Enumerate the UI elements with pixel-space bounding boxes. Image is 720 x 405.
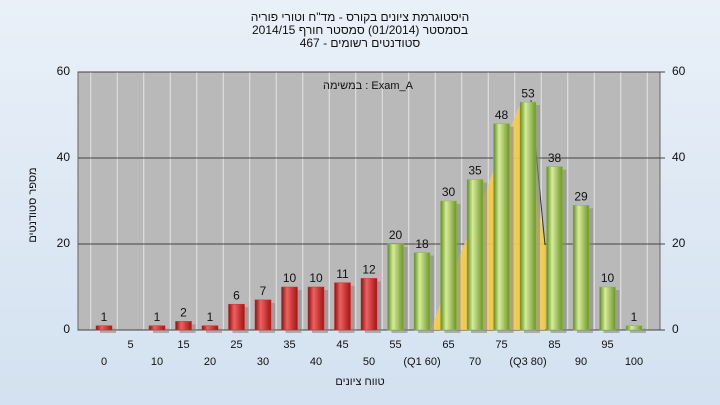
- x-tick-label: 20: [204, 356, 216, 368]
- bar: [466, 179, 484, 331]
- bar: [413, 252, 431, 331]
- data-label: 29: [574, 189, 588, 203]
- data-label: 10: [283, 271, 297, 285]
- x-tick-label: 85: [548, 339, 560, 351]
- x-tick-label: 65: [442, 339, 454, 351]
- data-label: 7: [260, 284, 267, 298]
- bar: [599, 286, 616, 331]
- bar-shadow: [100, 328, 116, 333]
- chart-title: סטודנטים רשומים - 467: [300, 36, 421, 50]
- data-label: 38: [548, 151, 562, 165]
- data-label: 1: [154, 310, 161, 324]
- bar: [175, 321, 192, 331]
- bar: [387, 243, 404, 331]
- bar: [519, 101, 537, 331]
- bar: [201, 325, 219, 331]
- annotation: במשימה : Exam_A: [323, 80, 414, 92]
- bar-shadow: [630, 328, 646, 333]
- y2-tick-label: 0: [672, 322, 679, 336]
- x-tick-label: (Q1 60): [403, 356, 440, 368]
- data-label: 18: [415, 237, 429, 251]
- chart-title: היסטוגרמת ציונים בקורס - מד"ח וטורי פורי…: [251, 10, 469, 24]
- bar-shadow: [206, 328, 222, 333]
- data-label: 12: [362, 263, 376, 277]
- x-tick-label: 90: [575, 356, 587, 368]
- x-tick-label: 100: [625, 356, 643, 368]
- bar: [307, 286, 325, 331]
- bar: [493, 123, 510, 331]
- bar: [95, 325, 113, 331]
- data-label: 1: [101, 310, 108, 324]
- bar: [546, 166, 563, 331]
- data-label: 2: [180, 306, 187, 320]
- data-label: 30: [442, 185, 456, 199]
- data-label: 20: [389, 228, 403, 242]
- x-tick-label: 35: [283, 339, 295, 351]
- bar: [440, 200, 457, 331]
- bar: [360, 278, 378, 331]
- data-label: 6: [233, 288, 240, 302]
- data-label: 1: [631, 310, 638, 324]
- y2-tick-label: 60: [672, 64, 686, 78]
- x-tick-label: 45: [336, 339, 348, 351]
- x-tick-label: 25: [230, 339, 242, 351]
- x-tick-label: 75: [495, 339, 507, 351]
- y-tick-label: 0: [63, 322, 70, 336]
- x-tick-label: 40: [310, 356, 322, 368]
- bar: [228, 303, 245, 331]
- x-tick-label: 70: [469, 356, 481, 368]
- x-tick-label: 95: [601, 339, 613, 351]
- y2-tick-label: 40: [672, 150, 686, 164]
- bar: [334, 282, 351, 331]
- x-tick-label: 10: [151, 356, 163, 368]
- data-label: 11: [336, 267, 349, 281]
- x-tick-label: 0: [101, 356, 107, 368]
- y-tick-label: 40: [57, 150, 71, 164]
- x-tick-label: 5: [127, 339, 133, 351]
- bar: [254, 299, 272, 331]
- x-tick-label: 30: [257, 356, 269, 368]
- y2-tick-label: 20: [672, 236, 686, 250]
- data-label: 10: [309, 271, 323, 285]
- data-label: 48: [495, 108, 509, 122]
- x-tick-label: 15: [177, 339, 189, 351]
- data-label: 10: [601, 271, 615, 285]
- x-tick-label: (Q3 80): [509, 356, 546, 368]
- x-axis-label: טווח ציונים: [335, 376, 384, 388]
- bar: [572, 205, 590, 331]
- y-tick-label: 20: [57, 236, 71, 250]
- chart-title: בסמסטר (01/2014) סמסטר חורף 2014/15: [252, 23, 468, 37]
- y-tick-label: 60: [57, 64, 71, 78]
- x-tick-label: 55: [389, 339, 401, 351]
- bar: [625, 325, 643, 331]
- data-label: 1: [207, 310, 214, 324]
- data-label: 53: [521, 86, 535, 100]
- data-label: 35: [468, 164, 482, 178]
- bar: [281, 286, 298, 331]
- y-axis-label: מספר סטודנטים: [27, 167, 39, 242]
- x-tick-label: 50: [363, 356, 375, 368]
- bar: [148, 325, 166, 331]
- bar-shadow: [153, 328, 169, 333]
